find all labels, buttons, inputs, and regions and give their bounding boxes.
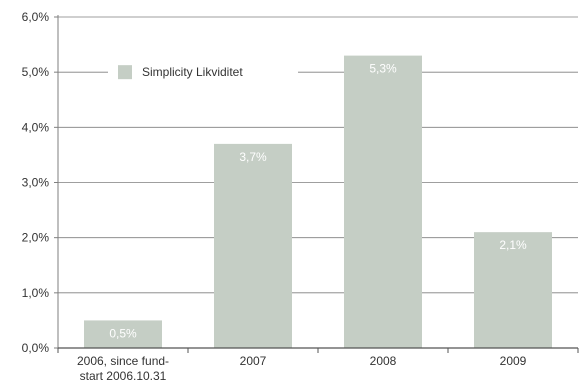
x-tick-label: 2007 (240, 354, 267, 368)
legend-swatch (118, 65, 132, 80)
x-tick-label: 2009 (500, 354, 527, 368)
data-label: 5,3% (369, 62, 397, 76)
y-tick-label: 1,0% (22, 286, 50, 300)
legend-label: Simplicity Likviditet (142, 65, 243, 79)
y-tick-label: 3,0% (22, 176, 50, 190)
bar (214, 143, 292, 348)
data-label: 2,1% (499, 238, 527, 252)
bar (84, 320, 162, 348)
x-tick-label: 2006, since fund-start 2006.10.31 (77, 354, 169, 383)
bar (474, 232, 552, 348)
y-tick-label: 4,0% (22, 120, 50, 134)
data-label: 3,7% (239, 150, 267, 164)
y-tick-label: 6,0% (22, 10, 50, 24)
bar (344, 55, 422, 348)
data-label: 0,5% (109, 326, 137, 340)
y-tick-label: 5,0% (22, 65, 50, 79)
y-tick-label: 2,0% (22, 231, 50, 245)
x-tick-label: 2008 (370, 354, 397, 368)
y-tick-label: 0,0% (22, 341, 50, 355)
